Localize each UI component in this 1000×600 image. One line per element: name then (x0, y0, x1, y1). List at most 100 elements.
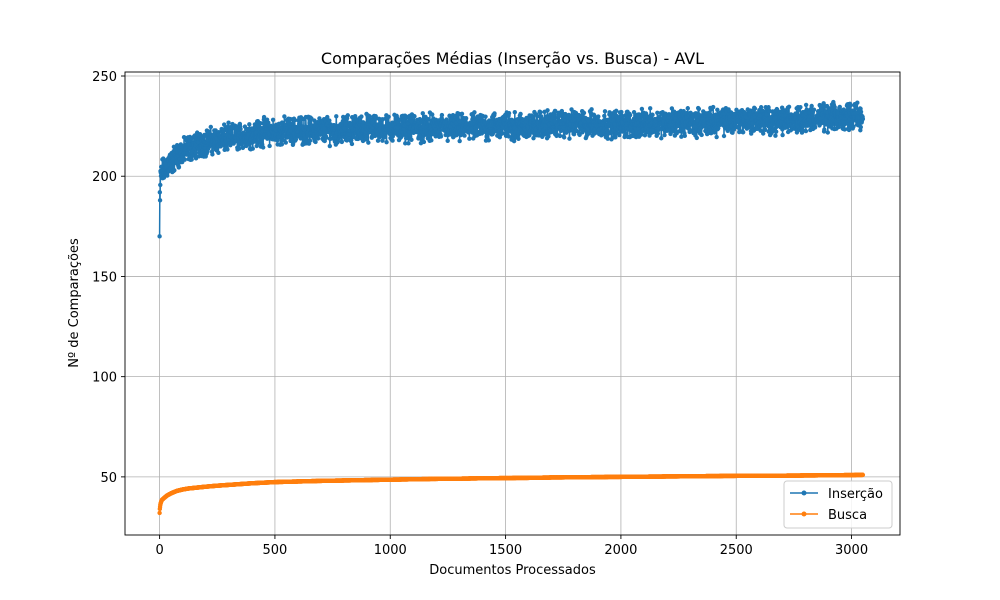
series-1 (157, 472, 866, 516)
data-point (623, 130, 628, 136)
data-point (265, 136, 270, 141)
data-point (383, 131, 388, 137)
data-point (780, 132, 785, 138)
data-point (315, 136, 321, 141)
data-point (486, 138, 491, 143)
data-point (648, 106, 653, 111)
data-point (228, 130, 234, 135)
data-point (324, 135, 329, 140)
data-point (858, 124, 863, 130)
data-point (390, 138, 395, 143)
data-point (538, 110, 543, 115)
data-point (240, 145, 246, 151)
data-point (349, 141, 355, 147)
data-point (617, 132, 622, 138)
data-point (709, 113, 715, 119)
data-point (639, 106, 645, 112)
data-point (692, 124, 698, 129)
data-point (518, 111, 523, 117)
data-point (157, 198, 163, 203)
data-point (825, 130, 831, 135)
data-point (659, 136, 664, 141)
data-point (161, 175, 167, 180)
data-point (225, 147, 230, 152)
data-point (382, 135, 387, 140)
data-point (793, 111, 798, 116)
data-point (457, 138, 462, 144)
data-point (798, 104, 803, 110)
data-point (655, 110, 660, 115)
data-point (339, 139, 345, 145)
data-point (208, 124, 213, 130)
data-point (172, 168, 177, 173)
data-point (761, 131, 766, 136)
data-point (803, 102, 809, 108)
data-point (642, 133, 648, 138)
data-point (679, 134, 684, 139)
data-point (157, 510, 162, 516)
data-point (710, 104, 716, 110)
data-point (579, 113, 585, 119)
data-point (292, 117, 297, 123)
data-point (165, 173, 170, 178)
data-point (281, 134, 286, 139)
data-point (325, 114, 330, 120)
data-point (757, 113, 763, 118)
data-point (545, 108, 550, 113)
data-point (721, 133, 727, 139)
data-point (176, 164, 182, 170)
data-point (214, 136, 219, 141)
data-point (714, 134, 719, 140)
data-point (613, 135, 618, 140)
data-point (366, 140, 371, 145)
data-point (574, 128, 579, 134)
data-point (712, 130, 717, 135)
data-point (386, 114, 391, 120)
data-point (758, 105, 764, 110)
data-point (196, 139, 201, 145)
data-point (743, 114, 749, 120)
data-point (406, 141, 411, 146)
data-point (421, 139, 427, 145)
data-point (557, 133, 563, 139)
data-point (193, 150, 199, 156)
data-point (327, 118, 332, 123)
data-point (842, 127, 847, 132)
data-point (289, 121, 294, 126)
data-point (602, 109, 608, 114)
data-point (685, 106, 690, 111)
data-point (157, 190, 163, 195)
data-point (767, 109, 772, 114)
data-point (247, 122, 252, 127)
data-point (752, 106, 758, 111)
data-point (282, 114, 287, 119)
data-point (803, 128, 809, 134)
data-point (740, 130, 746, 135)
data-point (307, 138, 313, 143)
data-point (226, 120, 231, 125)
data-point (384, 139, 389, 145)
data-point (462, 133, 467, 138)
data-point (627, 112, 633, 118)
data-point (390, 134, 395, 139)
data-point (681, 127, 686, 132)
data-point (250, 146, 255, 151)
data-point (682, 133, 687, 139)
data-point (516, 136, 521, 141)
data-point (602, 113, 607, 119)
data-point (832, 104, 837, 110)
data-point (375, 138, 381, 143)
data-point (581, 110, 587, 116)
data-point (773, 129, 779, 134)
data-point (786, 104, 792, 110)
data-point (692, 129, 697, 135)
data-point (508, 129, 514, 134)
data-point (506, 134, 512, 139)
data-point (696, 106, 702, 112)
data-point (260, 145, 266, 150)
data-point (189, 157, 194, 162)
data-point (361, 121, 367, 126)
data-point (809, 103, 814, 109)
